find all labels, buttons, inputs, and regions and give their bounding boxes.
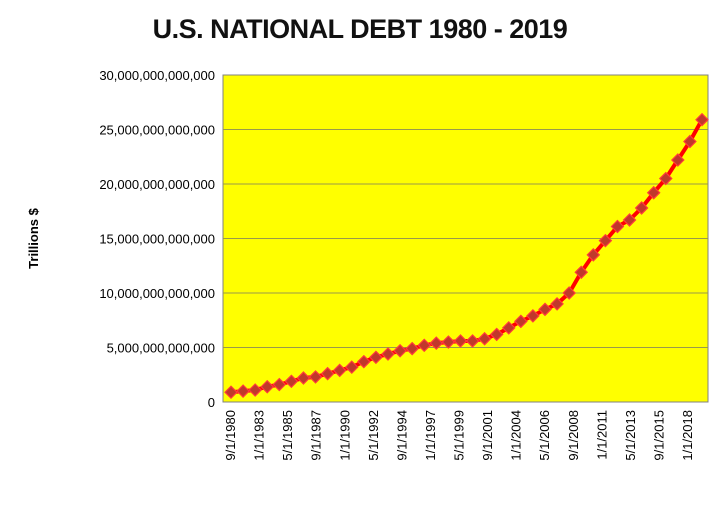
chart-title: U.S. NATIONAL DEBT 1980 - 2019	[152, 14, 568, 44]
y-tick-label: 0	[208, 395, 215, 410]
y-axis-label: Trillions $	[26, 207, 41, 268]
data-point	[658, 171, 673, 186]
y-axis-ticks: 0 5,000,000,000,000 10,000,000,000,000 15,0…	[99, 68, 215, 410]
y-tick-label: 10,000,000,000,000	[99, 286, 215, 301]
data-point	[224, 385, 238, 400]
data-point	[610, 219, 625, 234]
data-point	[465, 334, 480, 348]
y-tick-label: 30,000,000,000,000	[99, 68, 215, 83]
x-tick-label: 5/1/1999	[452, 410, 467, 461]
x-tick-label: 1/1/2018	[680, 410, 695, 461]
x-tick-label: 1/1/2011	[594, 410, 609, 460]
data-point	[586, 248, 601, 262]
data-point	[393, 343, 407, 358]
data-point	[646, 185, 661, 200]
data-point	[477, 331, 492, 346]
data-point	[683, 134, 697, 149]
data-point	[405, 341, 420, 356]
data-markers	[224, 112, 709, 400]
x-tick-label: 9/1/2008	[566, 410, 581, 461]
data-point	[260, 379, 275, 394]
x-tick-label: 5/1/2006	[537, 410, 552, 461]
data-point	[634, 201, 649, 215]
data-point	[526, 309, 540, 323]
data-point	[381, 347, 395, 361]
data-point	[695, 112, 709, 127]
x-tick-label: 5/1/1992	[366, 410, 381, 461]
y-tick-label: 25,000,000,000,000	[99, 123, 215, 138]
data-point	[344, 360, 359, 374]
x-tick-label: 9/1/2015	[651, 410, 666, 461]
x-tick-label: 1/1/1983	[252, 410, 267, 461]
data-point	[598, 233, 613, 248]
data-point	[272, 377, 287, 392]
data-point	[441, 335, 456, 349]
data-point	[248, 383, 263, 397]
data-point	[320, 366, 335, 381]
y-tick-label: 15,000,000,000,000	[99, 232, 215, 247]
data-point	[332, 363, 347, 378]
data-point	[356, 354, 371, 369]
x-tick-label: 9/1/2001	[480, 410, 495, 461]
data-point	[236, 384, 250, 398]
data-point	[550, 297, 564, 311]
data-point	[308, 370, 323, 384]
data-point	[622, 213, 637, 227]
x-tick-label: 5/1/1985	[280, 410, 295, 461]
data-point	[429, 336, 444, 350]
y-tick-label: 20,000,000,000,000	[99, 177, 215, 192]
x-tick-label: 5/1/2013	[623, 410, 638, 461]
x-tick-label: 9/1/1987	[309, 410, 324, 461]
data-point	[501, 321, 516, 335]
x-axis-ticks: 9/1/1980 1/1/1983 5/1/1985 9/1/1987 1/1/1990…	[223, 410, 695, 461]
data-point	[538, 302, 552, 317]
data-point	[513, 314, 528, 329]
gridlines	[223, 129, 708, 348]
x-tick-label: 9/1/1980	[223, 410, 238, 461]
data-point	[284, 374, 299, 389]
data-point	[489, 327, 504, 342]
data-point	[562, 286, 577, 300]
x-tick-label: 9/1/1994	[394, 410, 409, 461]
x-tick-label: 1/1/1990	[337, 410, 352, 461]
data-point	[296, 371, 311, 385]
data-point	[453, 334, 468, 348]
data-point	[369, 350, 383, 365]
data-point	[417, 338, 432, 353]
x-tick-label: 1/1/1997	[423, 410, 438, 461]
y-tick-label: 5,000,000,000,000	[107, 341, 215, 356]
x-tick-label: 1/1/2004	[509, 410, 524, 461]
data-point	[574, 265, 589, 280]
data-point	[670, 153, 685, 167]
